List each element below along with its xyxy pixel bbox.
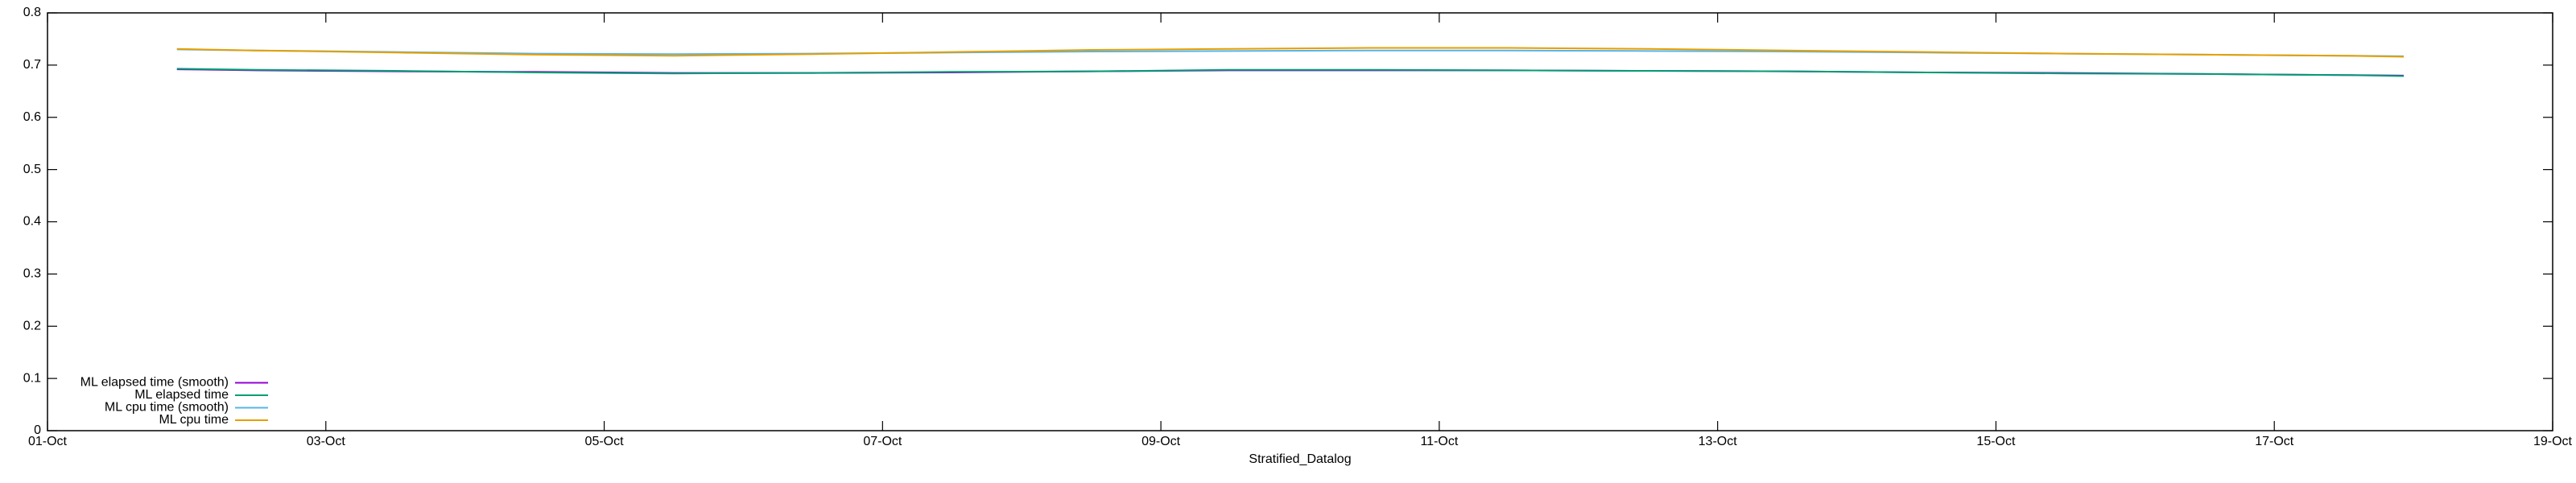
x-tick-label: 11-Oct [1420,435,1458,448]
y-tick-label: 0.8 [23,6,41,19]
x-tick-label: 15-Oct [1976,435,2016,448]
x-tick-label: 05-Oct [585,435,625,448]
legend-label: ML elapsed time [134,388,229,402]
y-tick-label: 0.5 [23,163,41,176]
y-tick-label: 0.3 [23,267,41,281]
series-line [176,47,2405,58]
y-tick-label: 0.1 [23,371,41,385]
plot-border [47,12,2553,431]
x-tick-label: 19-Oct [2533,435,2573,448]
x-tick-label: 07-Oct [863,435,902,448]
y-tick-label: 0.7 [23,58,41,72]
y-tick-label: 0 [34,423,41,437]
x-tick-label: 01-Oct [28,435,68,448]
x-tick-label: 09-Oct [1141,435,1181,448]
x-tick-label: 13-Oct [1699,435,1738,448]
series-line [176,48,2405,57]
legend-label: ML cpu time [159,413,229,427]
y-tick-label: 0.2 [23,319,41,332]
series-line [176,68,2405,77]
x-tick-label: 03-Oct [307,435,346,448]
legend-label: ML elapsed time (smooth) [80,376,229,390]
x-axis-label: Stratified_Datalog [1249,452,1351,466]
x-tick-label: 17-Oct [2255,435,2294,448]
y-tick-label: 0.6 [23,110,41,124]
y-tick-label: 0.4 [23,215,41,229]
legend-label: ML cpu time (smooth) [105,401,229,415]
